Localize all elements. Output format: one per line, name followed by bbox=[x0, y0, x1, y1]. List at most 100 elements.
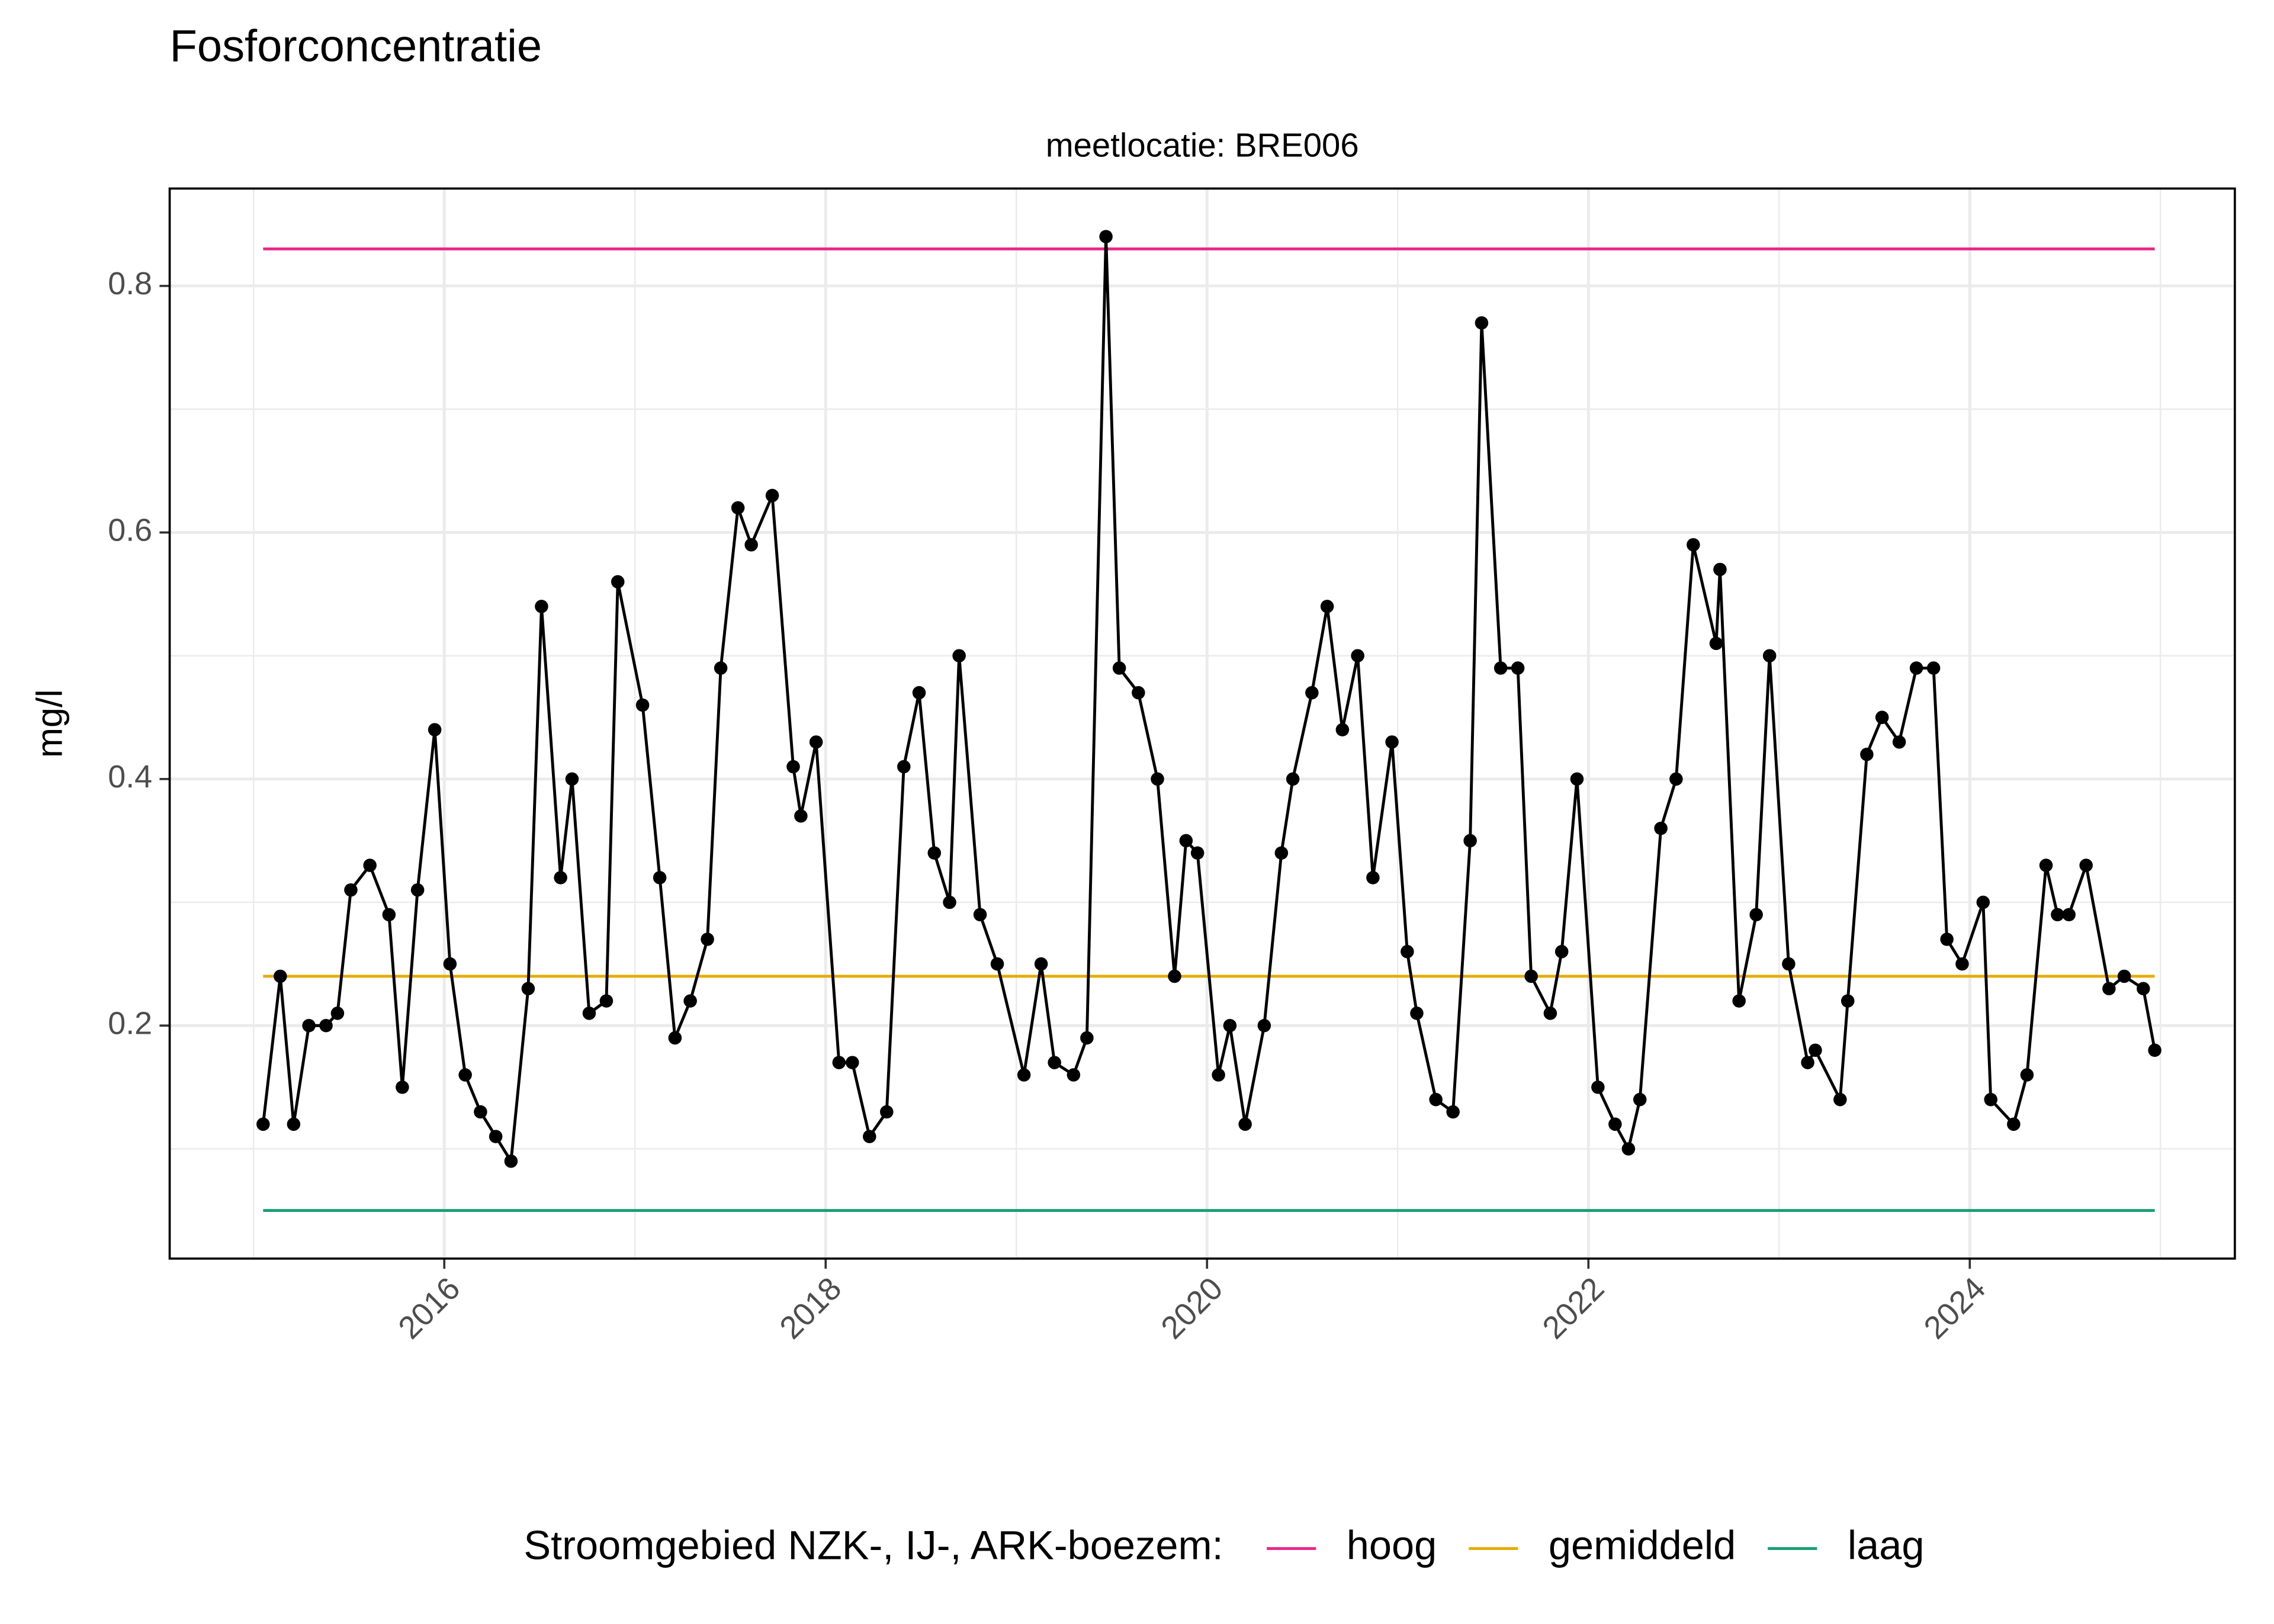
data-point bbox=[1984, 1092, 1997, 1107]
data-point bbox=[2051, 908, 2064, 922]
data-point bbox=[382, 908, 396, 922]
data-point bbox=[504, 1155, 518, 1168]
data-point bbox=[474, 1105, 487, 1119]
data-point bbox=[990, 957, 1004, 971]
data-point bbox=[927, 846, 942, 860]
data-point bbox=[1190, 846, 1205, 860]
data-point bbox=[1168, 969, 1181, 983]
facet-label: meetlocatie: BRE006 bbox=[1046, 127, 1359, 164]
legend-label: hoog bbox=[1347, 1523, 1437, 1568]
data-point bbox=[809, 735, 823, 749]
data-point bbox=[912, 686, 926, 700]
data-point bbox=[635, 698, 650, 712]
data-point bbox=[1320, 600, 1334, 613]
data-point bbox=[1554, 945, 1569, 959]
data-point bbox=[714, 661, 728, 675]
data-point bbox=[2117, 969, 2131, 983]
data-point bbox=[344, 883, 358, 897]
data-point bbox=[1212, 1068, 1225, 1082]
data-point bbox=[1749, 908, 1763, 922]
data-point bbox=[1654, 821, 1668, 835]
data-point bbox=[1608, 1117, 1622, 1131]
data-point bbox=[1892, 735, 1906, 749]
data-point bbox=[363, 858, 377, 872]
data-point bbox=[396, 1080, 409, 1094]
data-point bbox=[1570, 772, 1584, 786]
data-point bbox=[582, 1006, 596, 1020]
data-point bbox=[744, 538, 758, 552]
data-point bbox=[611, 575, 625, 589]
data-point bbox=[1543, 1006, 1557, 1020]
data-point bbox=[599, 994, 614, 1008]
data-point bbox=[489, 1130, 503, 1143]
data-point bbox=[1257, 1018, 1271, 1033]
data-point bbox=[668, 1031, 682, 1045]
data-point bbox=[1034, 957, 1048, 971]
data-point bbox=[2039, 858, 2053, 872]
data-point bbox=[1687, 538, 1700, 552]
data-point bbox=[765, 488, 779, 503]
data-point bbox=[1080, 1031, 1094, 1045]
legend-label: laag bbox=[1848, 1523, 1925, 1568]
data-point bbox=[1511, 661, 1525, 675]
data-point bbox=[1305, 686, 1319, 700]
data-point bbox=[897, 760, 911, 774]
chart-title: Fosforconcentratie bbox=[170, 21, 542, 71]
data-point bbox=[302, 1018, 316, 1033]
data-point bbox=[410, 883, 425, 897]
data-point bbox=[458, 1068, 472, 1082]
data-point bbox=[1401, 945, 1414, 959]
data-point bbox=[521, 982, 535, 996]
data-point bbox=[1274, 846, 1289, 860]
data-point bbox=[287, 1117, 301, 1131]
data-point bbox=[1669, 772, 1683, 786]
data-point bbox=[1112, 661, 1126, 675]
data-point bbox=[330, 1006, 345, 1020]
panel-border bbox=[168, 187, 2236, 1260]
y-axis-label: mg/l bbox=[29, 689, 69, 758]
data-point bbox=[701, 932, 714, 946]
data-point bbox=[1493, 661, 1508, 675]
data-point bbox=[1591, 1080, 1605, 1094]
y-tick-label: 0.4 bbox=[108, 759, 152, 795]
data-point bbox=[1860, 747, 1874, 761]
data-point bbox=[565, 772, 579, 786]
data-point bbox=[1351, 649, 1364, 663]
data-point bbox=[2062, 908, 2076, 922]
data-point bbox=[1335, 723, 1350, 737]
data-point bbox=[1385, 735, 1399, 749]
data-point bbox=[2007, 1117, 2021, 1131]
data-point bbox=[683, 994, 697, 1008]
data-point bbox=[1875, 710, 1889, 724]
data-point bbox=[943, 895, 956, 909]
data-point bbox=[535, 600, 548, 613]
legend-title: Stroomgebied NZK-, IJ-, ARK-boezem: bbox=[523, 1523, 1223, 1568]
data-point bbox=[1841, 994, 1855, 1008]
data-point bbox=[274, 969, 287, 983]
data-point bbox=[1475, 316, 1489, 330]
data-point bbox=[1223, 1018, 1237, 1033]
data-point bbox=[1621, 1142, 1636, 1156]
data-point bbox=[1151, 772, 1164, 786]
data-point bbox=[1801, 1056, 1814, 1069]
data-point bbox=[1410, 1006, 1424, 1020]
data-point bbox=[1238, 1117, 1252, 1131]
y-tick-label: 0.6 bbox=[108, 513, 152, 548]
data-point bbox=[832, 1056, 846, 1069]
data-point bbox=[1762, 649, 1777, 663]
data-point bbox=[973, 908, 987, 922]
data-point bbox=[1286, 772, 1300, 786]
data-point bbox=[1048, 1056, 1061, 1069]
data-point bbox=[1633, 1092, 1647, 1107]
data-point bbox=[846, 1056, 859, 1069]
data-point bbox=[2079, 858, 2093, 872]
data-point bbox=[428, 723, 442, 737]
data-point bbox=[653, 871, 667, 885]
data-point bbox=[1429, 1092, 1443, 1107]
data-point bbox=[863, 1130, 876, 1143]
data-point bbox=[1179, 834, 1193, 848]
data-point bbox=[1909, 661, 1923, 675]
data-point bbox=[1976, 895, 1990, 909]
